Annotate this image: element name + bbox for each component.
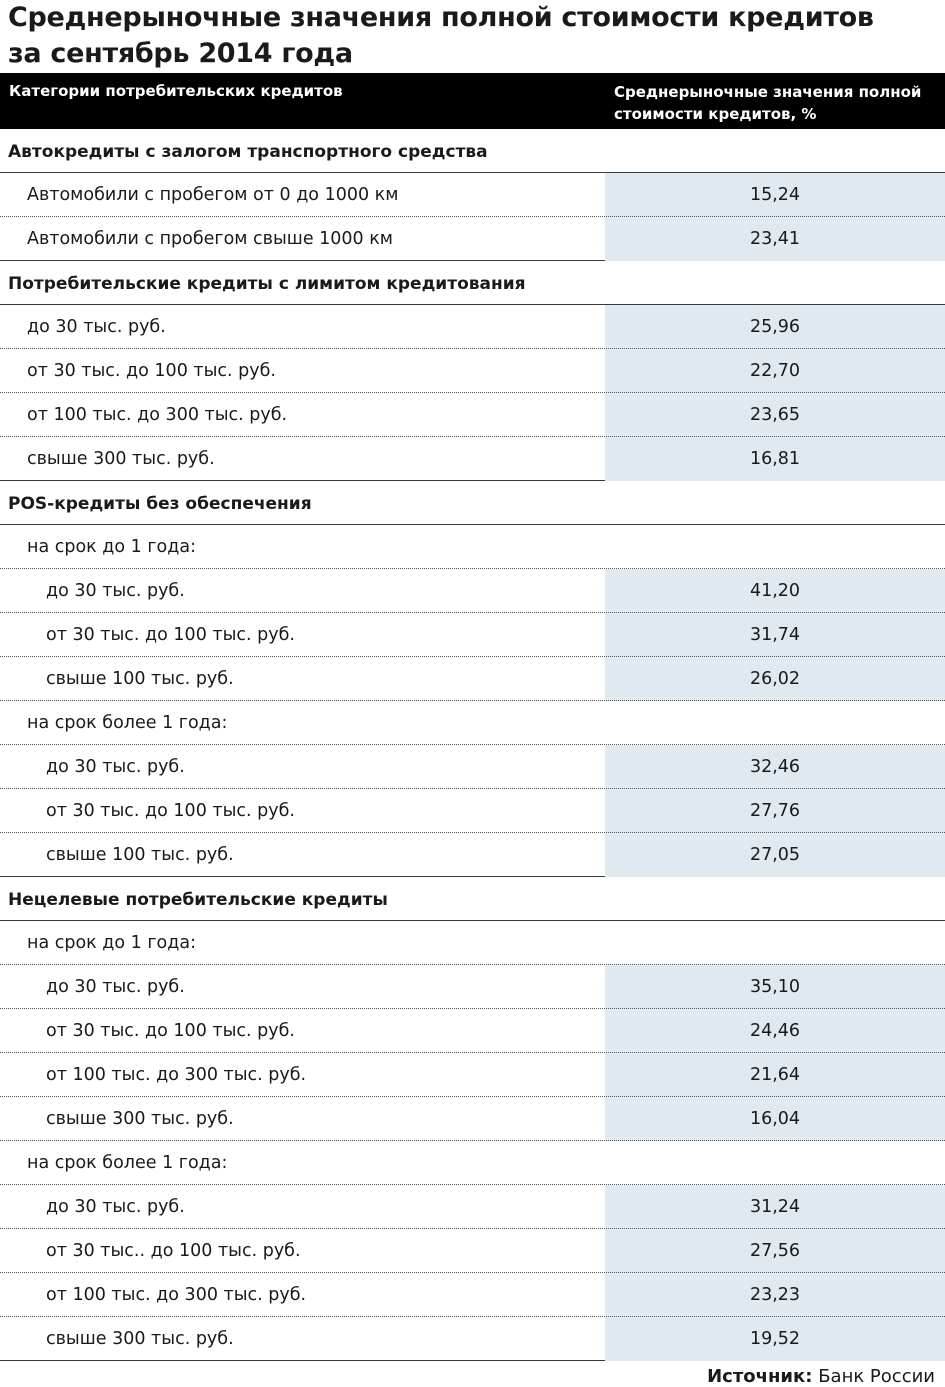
row-value: 23,23 xyxy=(605,1273,945,1317)
subsection-row: на срок более 1 года: xyxy=(0,701,945,745)
section-row: Автокредиты с залогом транспортного сред… xyxy=(0,129,945,173)
header-category: Категории потребительских кредитов xyxy=(9,82,343,100)
subsection-row: на срок до 1 года: xyxy=(0,921,945,965)
title-line-2: за сентябрь 2014 года xyxy=(8,38,353,69)
row-value: 16,81 xyxy=(605,437,945,481)
title-line-1: Среднерыночные значения полной стоимости… xyxy=(8,2,874,33)
row-value: 27,05 xyxy=(605,833,945,877)
row-label: до 30 тыс. руб. xyxy=(46,757,185,777)
header-value-line-2: стоимости кредитов, % xyxy=(614,105,817,123)
table-row: от 30 тыс.. до 100 тыс. руб. 27,56 xyxy=(0,1229,945,1273)
row-label: свыше 100 тыс. руб. xyxy=(46,669,234,689)
source-text: Банк России xyxy=(812,1366,935,1387)
row-label: свыше 300 тыс. руб. xyxy=(46,1109,234,1129)
chart-title: Среднерыночные значения полной стоимости… xyxy=(8,0,938,72)
row-label: на срок до 1 года: xyxy=(27,537,196,557)
table-row: свыше 300 тыс. руб. 16,81 xyxy=(0,437,945,481)
table-row: до 30 тыс. руб. 41,20 xyxy=(0,569,945,613)
row-value: 23,41 xyxy=(605,217,945,261)
section-label: POS-кредиты без обеспечения xyxy=(8,494,312,514)
section-label: Потребительские кредиты с лимитом кредит… xyxy=(8,274,526,294)
table-row: свыше 300 тыс. руб. 16,04 xyxy=(0,1097,945,1141)
row-label: от 30 тыс. до 100 тыс. руб. xyxy=(27,361,276,381)
table-row: от 100 тыс. до 300 тыс. руб. 23,23 xyxy=(0,1273,945,1317)
row-label: свыше 300 тыс. руб. xyxy=(46,1329,234,1349)
row-value: 21,64 xyxy=(605,1053,945,1097)
table-row: Автомобили с пробегом свыше 1000 км 23,41 xyxy=(0,217,945,261)
row-value: 25,96 xyxy=(605,305,945,349)
header-value: Среднерыночные значения полной стоимости… xyxy=(614,81,944,125)
table-row: до 30 тыс. руб. 32,46 xyxy=(0,745,945,789)
row-label: Автомобили с пробегом свыше 1000 км xyxy=(27,229,394,249)
row-label: от 30 тыс.. до 100 тыс. руб. xyxy=(46,1241,301,1261)
row-label: от 30 тыс. до 100 тыс. руб. xyxy=(46,801,295,821)
row-label: на срок более 1 года: xyxy=(27,713,228,733)
row-value: 41,20 xyxy=(605,569,945,613)
table-row: от 30 тыс. до 100 тыс. руб. 27,76 xyxy=(0,789,945,833)
row-label: от 100 тыс. до 300 тыс. руб. xyxy=(46,1065,307,1085)
row-value: 26,02 xyxy=(605,657,945,701)
section-row: Нецелевые потребительские кредиты xyxy=(0,877,945,921)
table-row: до 30 тыс. руб. 35,10 xyxy=(0,965,945,1009)
section-label: Автокредиты с залогом транспортного сред… xyxy=(8,142,488,162)
section-row: Потребительские кредиты с лимитом кредит… xyxy=(0,261,945,305)
row-value: 16,04 xyxy=(605,1097,945,1141)
row-label: на срок до 1 года: xyxy=(27,933,196,953)
header-value-line-1: Среднерыночные значения полной xyxy=(614,83,922,101)
row-value: 31,24 xyxy=(605,1185,945,1229)
table-row: от 30 тыс. до 100 тыс. руб. 22,70 xyxy=(0,349,945,393)
subsection-row: на срок более 1 года: xyxy=(0,1141,945,1185)
row-label: на срок более 1 года: xyxy=(27,1153,228,1173)
row-value: 19,52 xyxy=(605,1317,945,1361)
row-value: 35,10 xyxy=(605,965,945,1009)
table-row: от 30 тыс. до 100 тыс. руб. 31,74 xyxy=(0,613,945,657)
row-value: 23,65 xyxy=(605,393,945,437)
table-row: до 30 тыс. руб. 25,96 xyxy=(0,305,945,349)
row-value: 27,56 xyxy=(605,1229,945,1273)
row-label: от 100 тыс. до 300 тыс. руб. xyxy=(27,405,288,425)
row-label: свыше 100 тыс. руб. xyxy=(46,845,234,865)
section-label: Нецелевые потребительские кредиты xyxy=(8,890,388,910)
row-label: до 30 тыс. руб. xyxy=(46,1197,185,1217)
subsection-row: на срок до 1 года: xyxy=(0,525,945,569)
row-label: Автомобили с пробегом от 0 до 1000 км xyxy=(27,185,399,205)
row-value: 27,76 xyxy=(605,789,945,833)
source-note: Источник: Банк России xyxy=(707,1366,935,1387)
row-label: до 30 тыс. руб. xyxy=(46,977,185,997)
row-label: от 30 тыс. до 100 тыс. руб. xyxy=(46,1021,295,1041)
table-row: Автомобили с пробегом от 0 до 1000 км 15,… xyxy=(0,173,945,217)
source-label: Источник: xyxy=(707,1366,813,1387)
table-row: от 100 тыс. до 300 тыс. руб. 23,65 xyxy=(0,393,945,437)
table-row: до 30 тыс. руб. 31,24 xyxy=(0,1185,945,1229)
row-label: от 100 тыс. до 300 тыс. руб. xyxy=(46,1285,307,1305)
row-value: 24,46 xyxy=(605,1009,945,1053)
table-header: Категории потребительских кредитов Средн… xyxy=(0,73,945,129)
row-label: свыше 300 тыс. руб. xyxy=(27,449,215,469)
table-row: свыше 300 тыс. руб. 19,52 xyxy=(0,1317,945,1361)
table-row: свыше 100 тыс. руб. 27,05 xyxy=(0,833,945,877)
row-label: до 30 тыс. руб. xyxy=(27,317,166,337)
row-value: 15,24 xyxy=(605,173,945,217)
table-row: от 30 тыс. до 100 тыс. руб. 24,46 xyxy=(0,1009,945,1053)
table-row: от 100 тыс. до 300 тыс. руб. 21,64 xyxy=(0,1053,945,1097)
row-value: 32,46 xyxy=(605,745,945,789)
row-value: 22,70 xyxy=(605,349,945,393)
table-row: свыше 100 тыс. руб. 26,02 xyxy=(0,657,945,701)
row-label: до 30 тыс. руб. xyxy=(46,581,185,601)
row-value: 31,74 xyxy=(605,613,945,657)
row-label: от 30 тыс. до 100 тыс. руб. xyxy=(46,625,295,645)
section-row: POS-кредиты без обеспечения xyxy=(0,481,945,525)
data-table: Автокредиты с залогом транспортного сред… xyxy=(0,129,945,1361)
